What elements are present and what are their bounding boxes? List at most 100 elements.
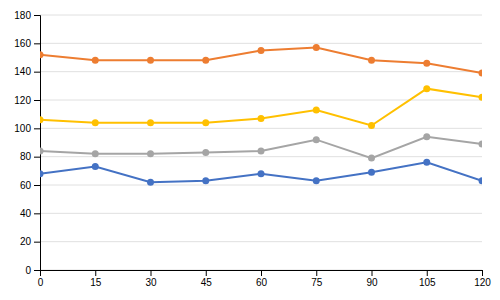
y-tick-mark	[34, 72, 40, 73]
point	[423, 133, 430, 140]
y-tick-mark	[34, 128, 40, 129]
plot: 0 15 30 45 60 75 90 105 120 0 20 40 60 80 100 120 140 160…	[14, 10, 491, 288]
chart-svg: 0 15 30 45 60 75 90 105 120 0 20 40 60 80 100 120 140 160…	[0, 0, 500, 300]
point	[368, 57, 375, 64]
grid-line	[40, 241, 482, 242]
x-tick: 75	[311, 270, 323, 288]
point	[92, 150, 99, 157]
point	[92, 163, 99, 170]
y-tick-label: 0	[25, 265, 31, 276]
x-tick-label: 90	[366, 277, 378, 288]
point	[368, 122, 375, 129]
y-tick-label: 160	[14, 38, 31, 49]
point	[258, 148, 265, 155]
series-line	[40, 137, 482, 158]
y-tick-mark	[34, 157, 40, 158]
y-tick-label: 20	[20, 236, 32, 247]
x-axis: 0 15 30 45 60 75 90 105 120	[38, 270, 492, 288]
grid-line	[40, 185, 482, 186]
point	[313, 44, 320, 51]
point	[202, 177, 209, 184]
y-axis-line	[34, 16, 41, 271]
y-tick-label: 140	[14, 66, 31, 77]
y-tick: 40	[20, 208, 40, 219]
x-tick-mark	[261, 270, 262, 276]
point	[258, 170, 265, 177]
x-tick: 15	[90, 270, 102, 288]
grid-line	[40, 213, 482, 214]
x-tick-label: 30	[145, 277, 157, 288]
x-tick-mark	[372, 270, 373, 276]
y-tick: 20	[20, 236, 40, 247]
y-axis: 0 20 40 60 80 100 120 140 160 180	[14, 10, 40, 276]
point	[479, 94, 483, 101]
x-tick: 105	[419, 270, 436, 288]
x-tick-mark	[482, 270, 483, 276]
point	[423, 60, 430, 67]
x-axis-line	[41, 271, 483, 277]
point	[258, 47, 265, 54]
point	[147, 179, 154, 186]
y-tick-label: 60	[20, 180, 32, 191]
grid-line	[40, 43, 482, 44]
y-tick: 140	[14, 66, 40, 77]
y-tick-mark	[34, 185, 40, 186]
grid	[40, 15, 482, 270]
point	[40, 51, 44, 58]
point	[313, 136, 320, 143]
y-tick: 60	[20, 180, 40, 191]
series-line	[40, 89, 482, 126]
x-tick-label: 120	[474, 277, 491, 288]
grid-line	[40, 128, 482, 129]
series	[40, 159, 482, 186]
point	[147, 57, 154, 64]
x-tick: 60	[256, 270, 268, 288]
y-tick: 80	[20, 151, 40, 162]
point	[202, 149, 209, 156]
x-tick-label: 60	[256, 277, 268, 288]
y-tick-label: 100	[14, 123, 31, 134]
x-tick-mark	[206, 270, 207, 276]
point	[313, 106, 320, 113]
y-tick-label: 120	[14, 95, 31, 106]
x-tick: 45	[201, 270, 213, 288]
point	[40, 170, 44, 177]
x-tick-label: 105	[419, 277, 436, 288]
point	[40, 148, 44, 155]
grid-line	[40, 71, 482, 72]
point	[479, 177, 483, 184]
x-tick-mark	[151, 270, 152, 276]
y-tick-label: 40	[20, 208, 32, 219]
series	[40, 85, 482, 129]
chart-container: 0 15 30 45 60 75 90 105 120 0 20 40 60 80 100 120 140 160…	[0, 0, 500, 300]
point	[258, 115, 265, 122]
x-tick-label: 75	[311, 277, 323, 288]
point	[92, 57, 99, 64]
y-tick-mark	[34, 270, 40, 271]
series	[40, 133, 482, 161]
series	[40, 44, 482, 76]
x-tick-label: 0	[38, 277, 44, 288]
x-tick: 120	[474, 270, 491, 288]
y-tick-label: 80	[20, 151, 32, 162]
x-tick-mark	[427, 270, 428, 276]
y-tick-mark	[34, 43, 40, 44]
point	[423, 159, 430, 166]
y-tick-label: 180	[14, 10, 31, 21]
point	[147, 119, 154, 126]
x-tick-label: 45	[201, 277, 213, 288]
series-line	[40, 48, 482, 74]
y-tick-mark	[34, 242, 40, 243]
point	[202, 119, 209, 126]
point	[423, 85, 430, 92]
y-tick-mark	[34, 15, 40, 16]
point	[92, 119, 99, 126]
y-tick: 100	[14, 123, 40, 134]
grid-line	[40, 100, 482, 101]
series-line	[40, 162, 482, 182]
point	[40, 116, 44, 123]
y-tick: 180	[14, 10, 40, 21]
x-tick: 30	[145, 270, 157, 288]
x-tick-mark	[95, 270, 96, 276]
point	[147, 150, 154, 157]
